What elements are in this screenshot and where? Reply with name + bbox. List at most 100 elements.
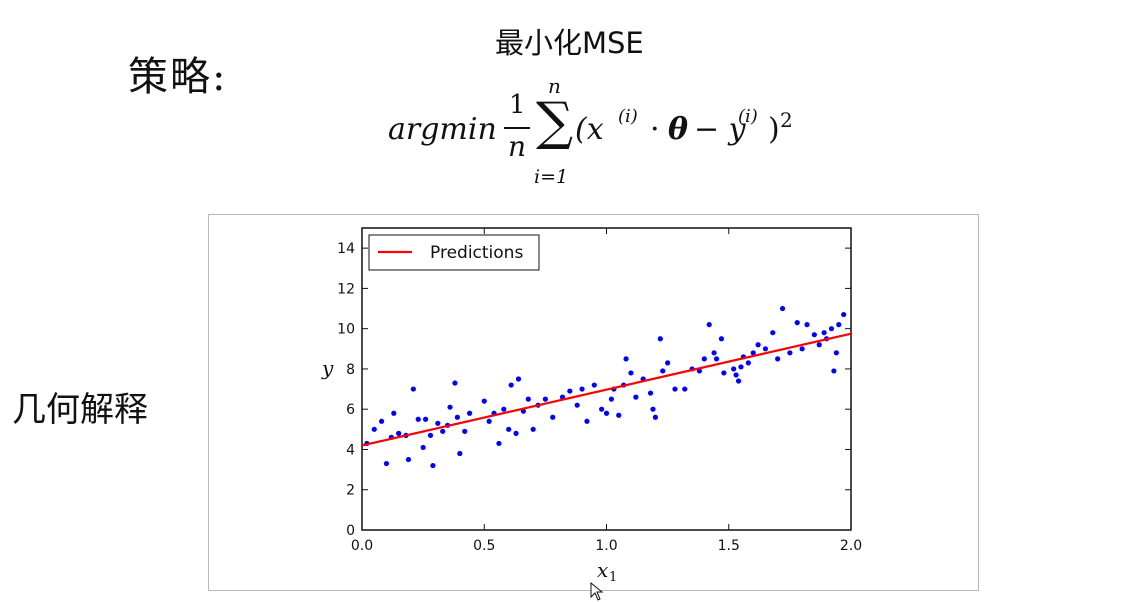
data-point: [378, 418, 385, 424]
data-point: [652, 414, 658, 420]
data-point: [628, 370, 634, 376]
x-tick-label: 1.0: [595, 538, 617, 554]
data-point: [665, 360, 671, 366]
formula-sigma-icon: ∑: [536, 92, 574, 152]
y-tick-label: 8: [346, 362, 355, 378]
data-point: [745, 360, 751, 366]
data-point: [457, 450, 463, 457]
strategy-label: 策略:: [128, 54, 228, 100]
data-point: [584, 418, 590, 424]
data-point: [508, 382, 514, 388]
data-point: [733, 372, 739, 378]
data-point: [755, 342, 761, 348]
formula-minus-y: − y: [694, 112, 746, 147]
formula-theta: θ: [668, 112, 689, 147]
data-point: [711, 350, 717, 356]
formula-fraction-numerator: 1: [509, 90, 526, 120]
data-point: [430, 462, 436, 469]
data-point: [713, 356, 720, 362]
data-point: [466, 410, 473, 416]
data-point: [481, 398, 487, 404]
y-tick-label: 0: [346, 523, 355, 539]
data-point: [682, 386, 688, 392]
x-tick-label: 1.5: [718, 538, 740, 554]
formula-x-superscript: (i): [618, 106, 638, 127]
formula-y-superscript: (i): [738, 106, 758, 127]
data-point: [833, 350, 839, 356]
data-point: [779, 305, 786, 312]
data-point: [501, 406, 507, 412]
data-point: [579, 386, 585, 392]
data-point: [396, 430, 402, 436]
formula-dot: ·: [650, 112, 660, 147]
prediction-line: [361, 332, 852, 447]
data-point: [462, 428, 468, 434]
data-point: [794, 320, 800, 326]
data-point: [371, 426, 377, 432]
data-point: [603, 410, 610, 416]
mse-formula: argmin 1 n n ∑ i=1 (x (i) · θ − y (i) ) …: [388, 72, 808, 192]
data-point: [506, 426, 512, 432]
formula-fraction-bar: [504, 127, 530, 129]
geometry-label: 几何解释: [12, 390, 148, 430]
y-tick-label: 4: [346, 442, 355, 458]
data-point: [496, 440, 502, 447]
data-point: [383, 460, 390, 467]
data-point: [657, 336, 663, 342]
formula-fraction-denominator: n: [508, 130, 527, 163]
data-point: [515, 376, 522, 382]
data-point: [647, 390, 654, 396]
data-point: [427, 432, 434, 438]
data-point: [841, 311, 847, 318]
data-point: [738, 364, 744, 370]
data-point: [811, 332, 817, 338]
data-point: [804, 322, 810, 328]
data-point: [542, 396, 548, 402]
data-point: [660, 368, 666, 374]
data-point: [405, 456, 412, 463]
data-point: [750, 350, 756, 356]
data-point: [452, 380, 458, 386]
data-point: [435, 420, 441, 426]
data-point: [762, 346, 769, 352]
formula-term-close: ): [768, 112, 780, 147]
x-tick-label: 0.0: [351, 538, 373, 554]
data-point: [828, 326, 835, 332]
data-point: [420, 444, 426, 451]
data-point: [770, 330, 776, 336]
formula-power: 2: [780, 108, 793, 132]
data-point: [633, 394, 639, 400]
data-point: [486, 418, 492, 424]
data-point: [591, 382, 597, 388]
formula-argmin: argmin: [388, 112, 497, 147]
data-point: [599, 406, 605, 412]
data-point: [721, 370, 727, 376]
data-point: [513, 430, 519, 436]
mse-title: 最小化MSE: [495, 26, 644, 60]
data-point: [735, 378, 742, 384]
data-point: [787, 350, 793, 356]
data-point: [775, 356, 781, 362]
y-tick-label: 14: [337, 241, 355, 257]
y-tick-label: 12: [337, 281, 355, 297]
mouse-cursor-icon: [590, 582, 604, 601]
data-point: [799, 346, 805, 352]
data-point: [447, 404, 453, 410]
y-tick-label: 10: [337, 322, 355, 338]
data-point: [831, 368, 837, 374]
x-tick-label: 0.5: [473, 538, 495, 554]
data-point: [706, 322, 712, 328]
svg-text:x: x: [597, 558, 608, 582]
data-point: [454, 414, 460, 420]
svg-text:1: 1: [609, 570, 617, 585]
data-point: [530, 426, 536, 432]
y-axis-label: y: [321, 356, 334, 380]
data-point: [821, 330, 827, 336]
data-point: [410, 386, 416, 392]
axes-box: [361, 227, 852, 531]
legend-box: [368, 234, 540, 271]
data-point: [574, 402, 580, 408]
data-point: [816, 342, 822, 348]
formula-term-open: (x: [575, 112, 604, 147]
